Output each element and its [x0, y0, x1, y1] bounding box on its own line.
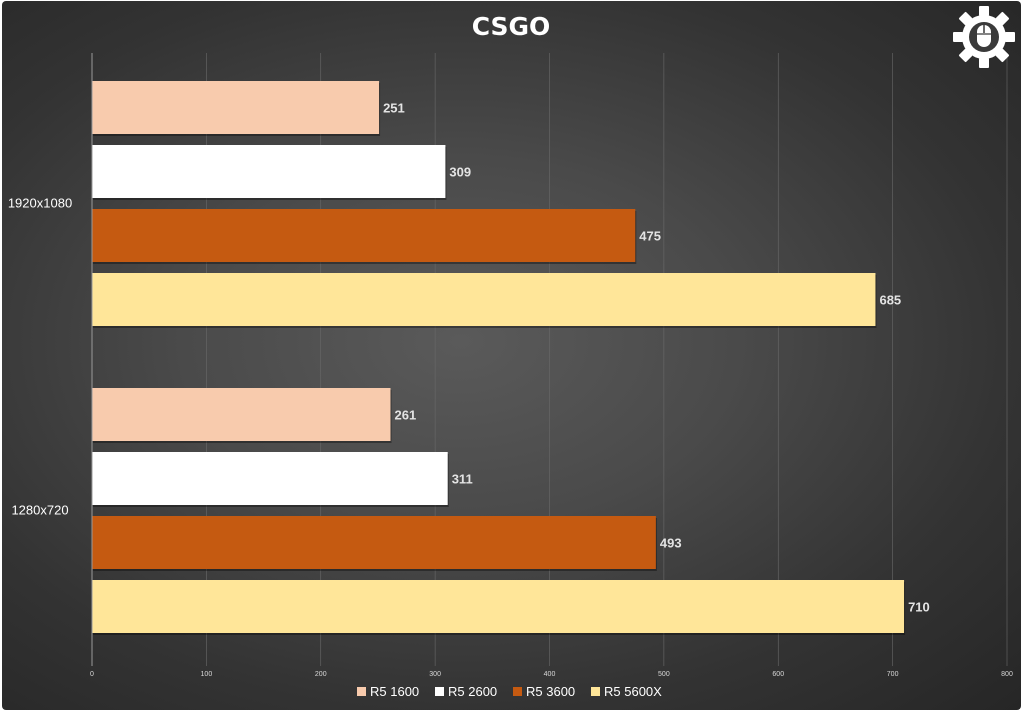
legend-swatch: [513, 687, 522, 696]
bar: [92, 388, 391, 441]
data-label: 475: [639, 229, 661, 244]
category-label: 1920x1080: [8, 196, 72, 211]
data-label: 311: [452, 472, 473, 487]
data-label: 251: [383, 101, 405, 116]
x-tick-label: 300: [429, 671, 441, 678]
data-label: 710: [908, 600, 930, 615]
legend-swatch: [591, 687, 600, 696]
x-tick-label: 600: [772, 671, 784, 678]
bar: [92, 452, 448, 505]
legend-label: R5 5600X: [604, 684, 662, 699]
x-tick-label: 200: [315, 671, 327, 678]
data-label: 685: [879, 293, 901, 308]
legend-swatch: [435, 687, 444, 696]
x-tick-label: 700: [887, 671, 899, 678]
bar: [92, 81, 380, 134]
x-tick-label: 800: [1001, 671, 1013, 678]
legend-label: R5 3600: [526, 684, 575, 699]
gear-mouse-icon: [953, 6, 1015, 68]
bar: [92, 145, 446, 198]
bar: [92, 516, 656, 569]
x-tick-label: 400: [544, 671, 556, 678]
bar: [92, 209, 636, 262]
legend-label: R5 1600: [370, 684, 419, 699]
x-tick-label: 0: [90, 671, 94, 678]
data-label: 493: [660, 536, 682, 551]
data-label: 261: [395, 408, 417, 423]
chart-title: CSGO: [472, 12, 551, 41]
data-label: 309: [449, 165, 471, 180]
x-tick-label: 100: [201, 671, 213, 678]
legend-label: R5 2600: [448, 684, 497, 699]
legend-swatch: [357, 687, 366, 696]
bar: [92, 580, 905, 633]
x-tick-label: 500: [658, 671, 670, 678]
category-label: 1280x720: [11, 503, 68, 518]
bar: [92, 273, 876, 326]
